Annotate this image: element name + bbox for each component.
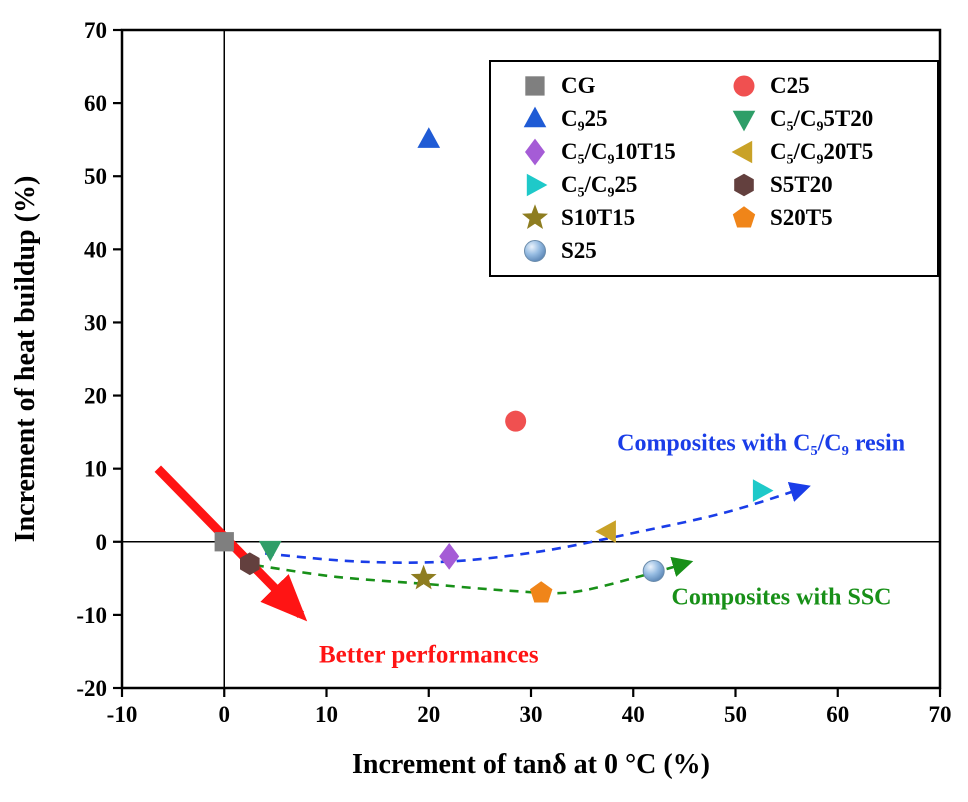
legend-marker-triangle-left-icon: [731, 140, 753, 164]
legend-item-s10t15: S10T15: [521, 204, 724, 232]
svg-text:0: 0: [219, 702, 231, 727]
legend-item-cg: CG: [521, 72, 724, 100]
legend-item-s20t5: S20T5: [730, 204, 933, 232]
legend-label: S5T20: [770, 172, 833, 197]
legend-item-c25: C25: [730, 72, 933, 100]
svg-text:70: 70: [929, 702, 952, 727]
svg-text:20: 20: [84, 384, 107, 409]
legend-label: C₅/C₉5T20: [770, 106, 874, 131]
legend-marker-triangle-right-icon: [526, 173, 548, 197]
legend-marker-hexagon-icon: [734, 173, 754, 197]
x-axis-title: Increment of tanδ at 0 °C (%): [351, 749, 711, 780]
legend-marker-pentagon-icon: [732, 206, 756, 228]
svg-text:10: 10: [84, 457, 107, 482]
svg-text:30: 30: [84, 310, 107, 335]
legend-marker-diamond-icon: [525, 138, 545, 166]
data-point-c925: [417, 127, 441, 148]
legend-marker-triangle-down-icon: [732, 110, 756, 132]
data-point-s5t20: [240, 552, 260, 576]
legend-item-s5t20: S5T20: [730, 171, 933, 199]
svg-text:30: 30: [520, 702, 543, 727]
data-point-c5c95t20: [258, 540, 282, 562]
legend: CG C25 C₉25 C₅/C₉5T20 C₅/C₉10T15 C₅/C₉20T5 C₅/…: [489, 60, 939, 277]
legend-marker-sphere-icon: [524, 240, 546, 262]
legend-item-s25: S25: [521, 237, 724, 265]
legend-item-c5c920t5: C₅/C₉20T5: [730, 138, 933, 166]
svg-text:50: 50: [84, 164, 107, 189]
legend-label: S25: [561, 238, 597, 263]
svg-text:-10: -10: [76, 603, 107, 628]
svg-text:40: 40: [84, 237, 107, 262]
data-point-s25: [642, 560, 665, 583]
svg-text:-20: -20: [76, 676, 107, 701]
svg-text:40: 40: [622, 702, 645, 727]
legend-label: S20T5: [770, 205, 833, 230]
data-point-s20t5: [530, 581, 553, 603]
svg-text:Composites with SSC: Composites with SSC: [671, 585, 891, 611]
svg-text:70: 70: [84, 18, 107, 43]
svg-text:50: 50: [724, 702, 747, 727]
legend-item-c5c910t15: C₅/C₉10T15: [521, 138, 724, 166]
legend-label: CG: [561, 73, 596, 98]
legend-marker-square-icon: [525, 76, 545, 96]
legend-label: C25: [770, 73, 810, 98]
legend-label: C₅/C₉25: [561, 172, 638, 197]
data-point-cg: [214, 532, 234, 552]
svg-text:10: 10: [315, 702, 338, 727]
legend-marker-circle-icon: [733, 75, 755, 97]
svg-text:Better performances: Better performances: [319, 641, 539, 668]
data-point-c25: [505, 410, 527, 432]
svg-text:0: 0: [96, 530, 108, 555]
svg-text:20: 20: [417, 702, 440, 727]
legend-label: C₉25: [561, 106, 608, 131]
data-point-c5c910t15: [439, 543, 460, 570]
legend-item-c5c95t20: C₅/C₉5T20: [730, 105, 933, 133]
svg-text:-10: -10: [107, 702, 138, 727]
legend-label: C₅/C₉10T15: [561, 139, 676, 164]
y-axis-title: Increment of heat buildup (%): [10, 175, 41, 543]
data-point-s10t15: [410, 564, 437, 590]
svg-text:Composites with C₅/C₉ resin: Composites with C₅/C₉ resin: [617, 430, 905, 456]
data-point-c5c920t5: [595, 520, 616, 543]
legend-label: C₅/C₉20T5: [770, 139, 874, 164]
legend-marker-triangle-up-icon: [523, 106, 547, 128]
legend-marker-star-icon: [522, 204, 548, 229]
svg-text:60: 60: [826, 702, 849, 727]
legend-item-c925: C₉25: [521, 105, 724, 133]
svg-text:60: 60: [84, 91, 107, 116]
legend-label: S10T15: [561, 205, 636, 230]
legend-item-c5c925: C₅/C₉25: [521, 171, 724, 199]
data-point-c5c925: [752, 479, 774, 502]
